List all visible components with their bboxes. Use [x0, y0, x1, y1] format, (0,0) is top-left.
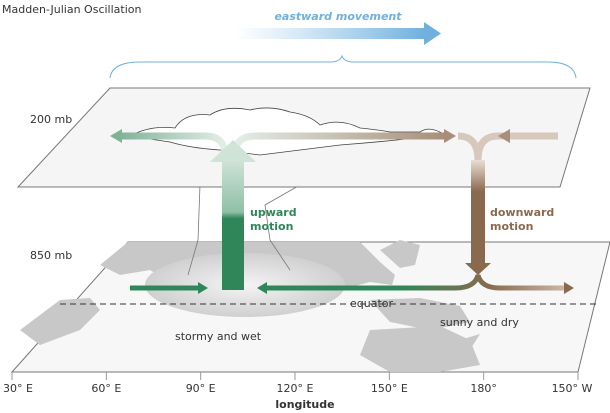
eastward-movement-arrow: [235, 22, 441, 45]
axis-label: longitude: [275, 398, 334, 411]
axis-tick-label: 90° E: [186, 382, 216, 395]
downward-label-1: downward: [490, 206, 554, 219]
anvil-cloud: [128, 107, 447, 156]
stormy-wet-label: stormy and wet: [175, 330, 262, 343]
level-850-label: 850 mb: [30, 249, 72, 262]
sunny-dry-label: sunny and dry: [440, 316, 519, 329]
downward-motion-arrow: [471, 160, 485, 265]
upward-label-1: upward: [250, 206, 297, 219]
brace: [109, 54, 577, 79]
movement-label: eastward movement: [274, 10, 402, 23]
level-200-label: 200 mb: [30, 113, 72, 126]
axis-tick-label: 120° E: [277, 382, 314, 395]
axis-tick-label: 150° E: [371, 382, 408, 395]
lower-westward-flow: [265, 274, 565, 291]
axis-tick-label: 180°: [470, 382, 497, 395]
axis-tick-label: 60° E: [91, 382, 121, 395]
upward-label-2: motion: [250, 220, 293, 233]
cloud-column-outline: [187, 184, 301, 276]
diagram-title: Madden-Julian Oscillation: [2, 3, 141, 16]
upward-motion-arrow: [222, 160, 244, 290]
equator-label: equator: [350, 297, 394, 310]
axis-tick-label: 30° E: [3, 382, 33, 395]
axis-tick-label: 150° W: [552, 382, 593, 395]
storm-base-cloud: [145, 253, 345, 317]
downward-label-2: motion: [490, 220, 533, 233]
upper-converging-flow: [457, 132, 558, 161]
